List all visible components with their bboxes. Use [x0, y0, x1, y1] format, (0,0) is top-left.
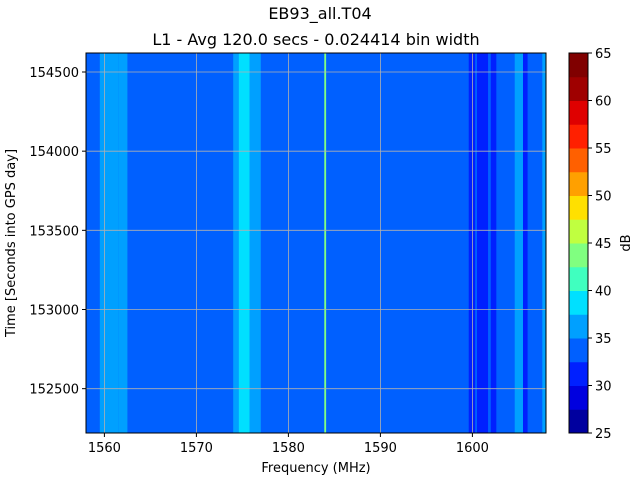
- x-axis-label: Frequency (MHz): [261, 461, 370, 476]
- colorbar-tick-label: 45: [595, 237, 612, 252]
- heatmap-band: [468, 53, 476, 433]
- colorbar-label: dB: [619, 234, 634, 251]
- colorbar-segment: [569, 53, 588, 78]
- heatmap-band: [118, 53, 128, 433]
- x-tick-label: 1590: [364, 441, 397, 456]
- colorbar-segment: [569, 338, 588, 363]
- x-tick-label: 1570: [180, 441, 213, 456]
- colorbar-segment: [569, 219, 588, 244]
- y-tick-label: 152500: [29, 383, 79, 398]
- heatmap-band: [523, 53, 528, 433]
- colorbar-tick-label: 55: [595, 142, 612, 157]
- y-tick-label: 153500: [29, 224, 79, 239]
- heatmap-band: [238, 53, 250, 433]
- heatmap-band: [233, 53, 239, 433]
- colorbar-segment: [569, 171, 588, 196]
- y-tick-label: 154000: [29, 145, 79, 160]
- y-axis-label: Time [Seconds into GPS day]: [4, 149, 19, 338]
- colorbar-segment: [569, 361, 588, 386]
- heatmap-band: [99, 53, 105, 433]
- x-tick-label: 1560: [88, 441, 121, 456]
- heatmap-band: [542, 53, 546, 433]
- colorbar-segment: [569, 243, 588, 268]
- plot-frame: [85, 52, 547, 434]
- colorbar-segment: [569, 314, 588, 339]
- plot-area: [86, 53, 546, 433]
- colorbar-tick-label: 40: [595, 285, 612, 300]
- colorbar-segment: [569, 100, 588, 125]
- colorbar-segment: [569, 195, 588, 220]
- chart-title: EB93_all.T04: [268, 4, 371, 24]
- colorbar-segment: [569, 124, 588, 149]
- heatmap-band: [104, 53, 119, 433]
- y-tick-label: 153000: [29, 304, 79, 319]
- x-tick-label: 1580: [272, 441, 305, 456]
- heatmap-band: [324, 53, 327, 433]
- colorbar-tick-label: 35: [595, 332, 612, 347]
- x-tick-label: 1600: [456, 441, 489, 456]
- x-axis: 1560 1570 1580 1590 1600: [88, 433, 489, 456]
- heatmap-band: [86, 53, 96, 433]
- colorbar-segment: [569, 409, 588, 434]
- chart-subtitle: L1 - Avg 120.0 secs - 0.024414 bin width: [152, 30, 479, 49]
- colorbar-segment: [569, 385, 588, 410]
- colorbar-segment: [569, 266, 588, 291]
- colorbar-segment: [569, 76, 588, 101]
- y-axis: 152500 153000 153500 154000 154500: [29, 66, 86, 398]
- heatmap-band: [249, 53, 261, 433]
- colorbar-tick-label: 30: [595, 380, 612, 395]
- grid-lines: [86, 53, 546, 433]
- colorbar-tick-label: 25: [595, 427, 612, 442]
- y-tick-label: 154500: [29, 66, 79, 81]
- colorbar-tick-label: 60: [595, 95, 612, 110]
- colorbar-tick-label: 65: [595, 47, 612, 62]
- heatmap-band: [477, 53, 489, 433]
- heatmap-band: [514, 53, 523, 433]
- colorbar: 25 30 35 40 45 50 55 60 65: [568, 47, 612, 442]
- heatmap-band: [490, 53, 497, 433]
- colorbar-tick-label: 50: [595, 190, 612, 205]
- colorbar-segment: [569, 290, 588, 315]
- colorbar-segment: [569, 148, 588, 173]
